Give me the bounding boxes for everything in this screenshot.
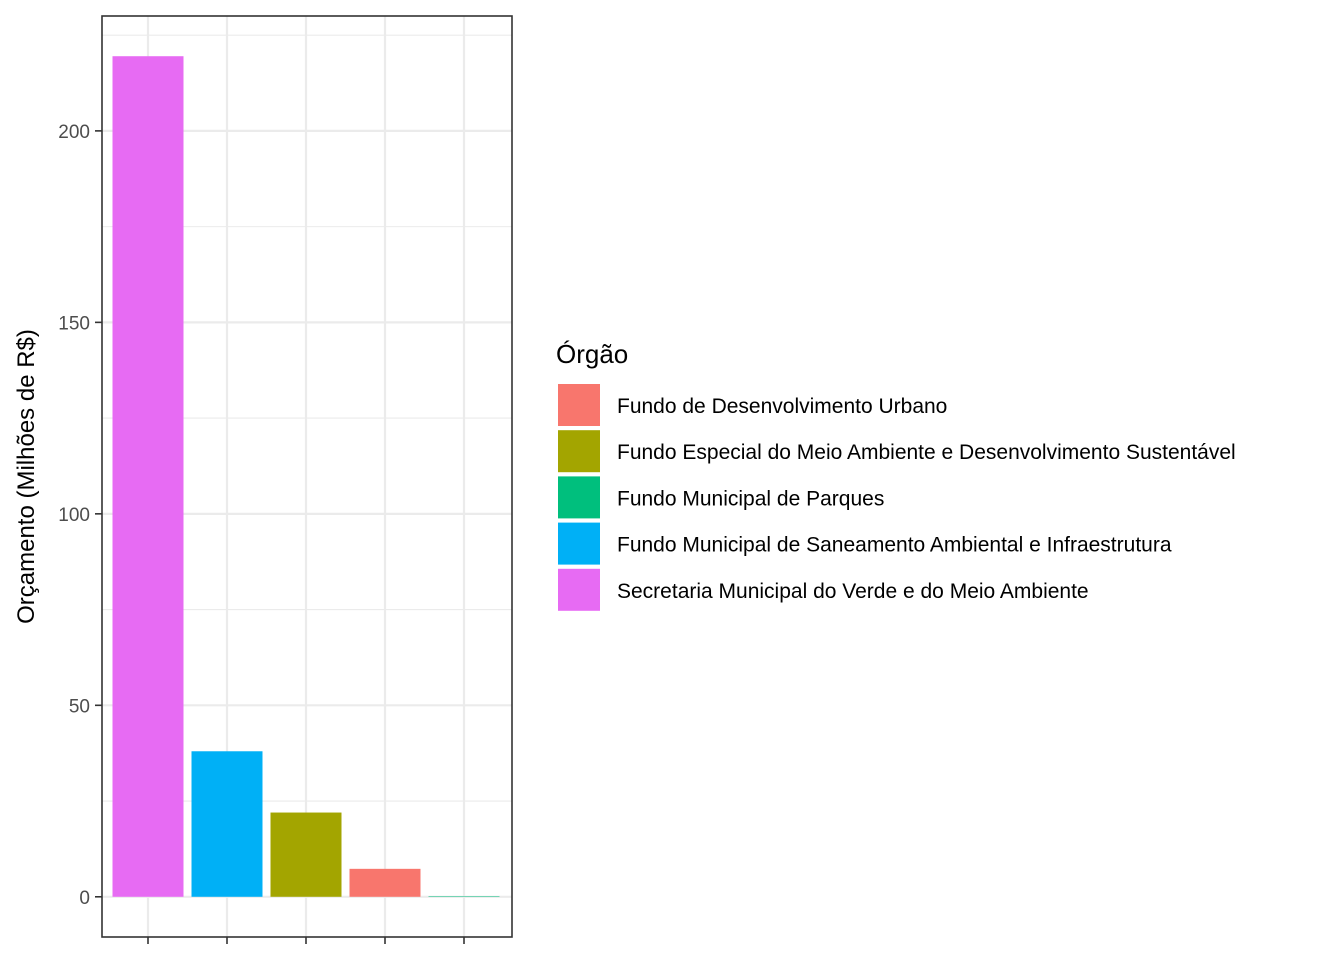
legend-label: Fundo Municipal de Saneamento Ambiental … [617,534,1172,557]
bars [112,56,500,897]
y-tick-label: 100 [58,505,90,526]
legend: Órgão Fundo de Desenvolvimento Urbano Fun… [556,339,1236,611]
legend-key [558,568,600,611]
legend-key [558,430,600,473]
bar [349,868,421,897]
legend-key [558,384,600,426]
y-axis-title: Orçamento (Milhões de R$) [13,329,40,624]
legend-label: Secretaria Municipal do Verde e do Meio … [617,580,1089,603]
y-tick-label: 200 [58,122,90,143]
plot-panel-border [101,15,513,938]
legend-key [558,522,600,565]
legend-key [558,476,600,519]
y-axis: 0 50 100 150 200 [58,122,465,944]
y-tick-label: 50 [69,696,90,717]
y-tick-label: 150 [58,313,90,334]
bar [270,812,342,897]
legend-label: Fundo Municipal de Parques [617,487,884,510]
y-tick-label: 0 [79,888,90,909]
bar [428,896,500,897]
bar [112,56,184,897]
legend-title: Órgão [556,339,628,369]
legend-label: Fundo de Desenvolvimento Urbano [617,395,947,418]
bar [191,751,263,897]
legend-label: Fundo Especial do Meio Ambiente e Desenv… [617,441,1236,464]
